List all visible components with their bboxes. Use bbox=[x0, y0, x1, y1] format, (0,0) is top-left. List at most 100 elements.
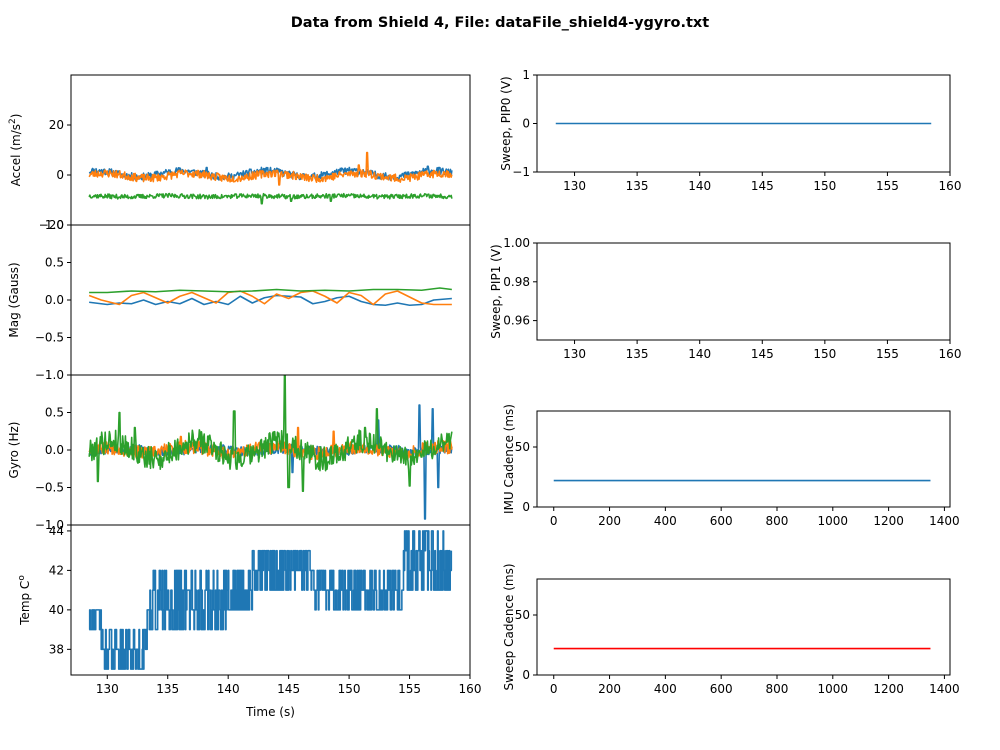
y-axis-label-suffix: ) bbox=[9, 114, 23, 119]
y-tick-label: 0 bbox=[522, 117, 530, 131]
subplot-mag: 1.0 0.5 0.0 −0.5 Mag (Gauss) bbox=[7, 218, 471, 376]
x-tick-label: 160 bbox=[459, 682, 482, 696]
x-tick-label: 1200 bbox=[873, 682, 904, 696]
x-tick-label: 155 bbox=[876, 347, 899, 361]
x-tick-label: 1000 bbox=[818, 514, 849, 528]
y-tick-label: −1.0 bbox=[35, 368, 64, 382]
x-tick-label: 1000 bbox=[818, 682, 849, 696]
y-tick-label: 0.0 bbox=[45, 443, 64, 457]
x-tick-label: 1400 bbox=[929, 682, 960, 696]
y-tick-label: −1 bbox=[512, 165, 530, 179]
x-tick-label: 600 bbox=[710, 514, 733, 528]
axes-frame bbox=[70, 224, 471, 376]
y-tick-label: 0.5 bbox=[45, 256, 64, 270]
y-axis-label-text: Temp C bbox=[18, 581, 32, 626]
y-axis-label-superscript: 2 bbox=[8, 118, 18, 124]
x-tick-label: 135 bbox=[156, 682, 179, 696]
x-tick-label: 1200 bbox=[873, 514, 904, 528]
series-line-gyro-1 bbox=[88, 404, 453, 520]
y-axis-label: Sweep Cadence (ms) bbox=[502, 563, 516, 690]
y-tick-label: −0.5 bbox=[35, 481, 64, 495]
y-tick-label: 44 bbox=[49, 524, 64, 538]
y-axis-label: Mag (Gauss) bbox=[7, 262, 21, 337]
x-tick-label: 160 bbox=[939, 179, 962, 193]
x-tick-label: 155 bbox=[876, 179, 899, 193]
x-tick-label: 200 bbox=[598, 682, 621, 696]
y-tick-label: 38 bbox=[49, 642, 64, 656]
axes-frame bbox=[536, 410, 951, 508]
y-tick-label: 0.5 bbox=[45, 406, 64, 420]
x-tick-label: 140 bbox=[688, 347, 711, 361]
x-tick-label: 145 bbox=[277, 682, 300, 696]
x-tick-label: 150 bbox=[338, 682, 361, 696]
subplot-temp: 44 42 40 38 130 135 140 145 150 155 160 Time (s) Tem… bbox=[17, 524, 481, 719]
y-axis-label-text: IMU Cadence (ms) bbox=[502, 404, 516, 514]
axes-frame bbox=[70, 74, 471, 226]
x-tick-label: 145 bbox=[751, 179, 774, 193]
x-tick-label: 140 bbox=[217, 682, 240, 696]
y-tick-label: 40 bbox=[49, 603, 64, 617]
x-tick-label: 400 bbox=[654, 514, 677, 528]
y-axis-label-text: Sweep Cadence (ms) bbox=[502, 563, 516, 690]
x-axis-label: Time (s) bbox=[245, 705, 295, 719]
y-tick-label: 50 bbox=[515, 608, 530, 622]
y-tick-label: −20 bbox=[39, 218, 64, 232]
series-line-accel-3 bbox=[88, 192, 453, 205]
x-tick-label: 135 bbox=[626, 347, 649, 361]
y-tick-label: 1.00 bbox=[503, 236, 530, 250]
series-group-accel bbox=[88, 151, 453, 205]
y-axis-label: Temp Co bbox=[17, 575, 32, 626]
y-tick-label: 0.96 bbox=[503, 314, 530, 328]
y-tick-label: 0.0 bbox=[45, 293, 64, 307]
y-axis-label: Gyro (Hz) bbox=[7, 422, 21, 479]
subplot-imu: 50 0 0 200 400 600 800 1000 1200 1400 IMU Cadence … bbox=[502, 404, 960, 528]
x-tick-label: 800 bbox=[766, 514, 789, 528]
y-tick-label: 1 bbox=[522, 68, 530, 82]
x-tick-label: 130 bbox=[563, 347, 586, 361]
subplot-gyro: −1.0 0.5 0.0 −0.5 −1.0 Gyro (Hz) bbox=[7, 368, 471, 532]
x-tick-label: 0 bbox=[550, 682, 558, 696]
y-tick-label: 0 bbox=[522, 500, 530, 514]
x-tick-label: 1400 bbox=[929, 514, 960, 528]
y-axis-label-superscript: o bbox=[17, 575, 27, 581]
series-line-mag-1 bbox=[89, 294, 452, 307]
y-axis-label-text: Accel (m/s bbox=[9, 124, 23, 186]
x-tick-label: 140 bbox=[688, 179, 711, 193]
y-axis-label-text: Sweep, PIP0 (V) bbox=[499, 76, 513, 170]
subplot-sweep: 50 0 0 200 400 600 800 1000 1200 1400 Sweep Cadenc… bbox=[502, 563, 960, 696]
y-axis-label: IMU Cadence (ms) bbox=[502, 404, 516, 514]
x-tick-label: 135 bbox=[626, 179, 649, 193]
x-tick-label: 800 bbox=[766, 682, 789, 696]
x-tick-label: 600 bbox=[710, 682, 733, 696]
figure-title: Data from Shield 4, File: dataFile_shiel… bbox=[291, 15, 710, 31]
subplot-pip0: 1 0 −1 130 135 140 145 150 155 160 Sweep, PIP0 (V) bbox=[499, 68, 961, 193]
x-tick-label: 130 bbox=[563, 179, 586, 193]
axes-frame bbox=[536, 578, 951, 676]
y-axis-label: Accel (m/s2) bbox=[8, 114, 23, 187]
x-tick-label: 145 bbox=[751, 347, 774, 361]
x-tick-label: 200 bbox=[598, 514, 621, 528]
y-tick-label: 42 bbox=[49, 563, 64, 577]
x-tick-label: 150 bbox=[813, 179, 836, 193]
x-tick-label: 150 bbox=[813, 347, 836, 361]
y-axis-label-text: Gyro (Hz) bbox=[7, 422, 21, 479]
y-axis-label-text: Sweep, PIP1 (V) bbox=[489, 244, 503, 338]
x-tick-label: 130 bbox=[96, 682, 119, 696]
series-line-accel-2 bbox=[88, 151, 453, 186]
y-axis-label-text: Mag (Gauss) bbox=[7, 262, 21, 337]
series-line-gyro-3 bbox=[88, 375, 453, 493]
axes-frame bbox=[70, 524, 471, 676]
axes-frame bbox=[536, 242, 951, 341]
x-tick-label: 155 bbox=[398, 682, 421, 696]
y-tick-label: 0 bbox=[522, 668, 530, 682]
y-tick-label: −0.5 bbox=[35, 331, 64, 345]
y-tick-label: −1.0 bbox=[35, 518, 64, 532]
x-tick-label: 400 bbox=[654, 682, 677, 696]
y-tick-label: 0 bbox=[56, 168, 64, 182]
series-line-temp-1 bbox=[88, 530, 453, 670]
series-group-gyro bbox=[88, 375, 453, 520]
series-line-mag-3 bbox=[89, 287, 452, 294]
y-tick-label: 50 bbox=[515, 440, 530, 454]
